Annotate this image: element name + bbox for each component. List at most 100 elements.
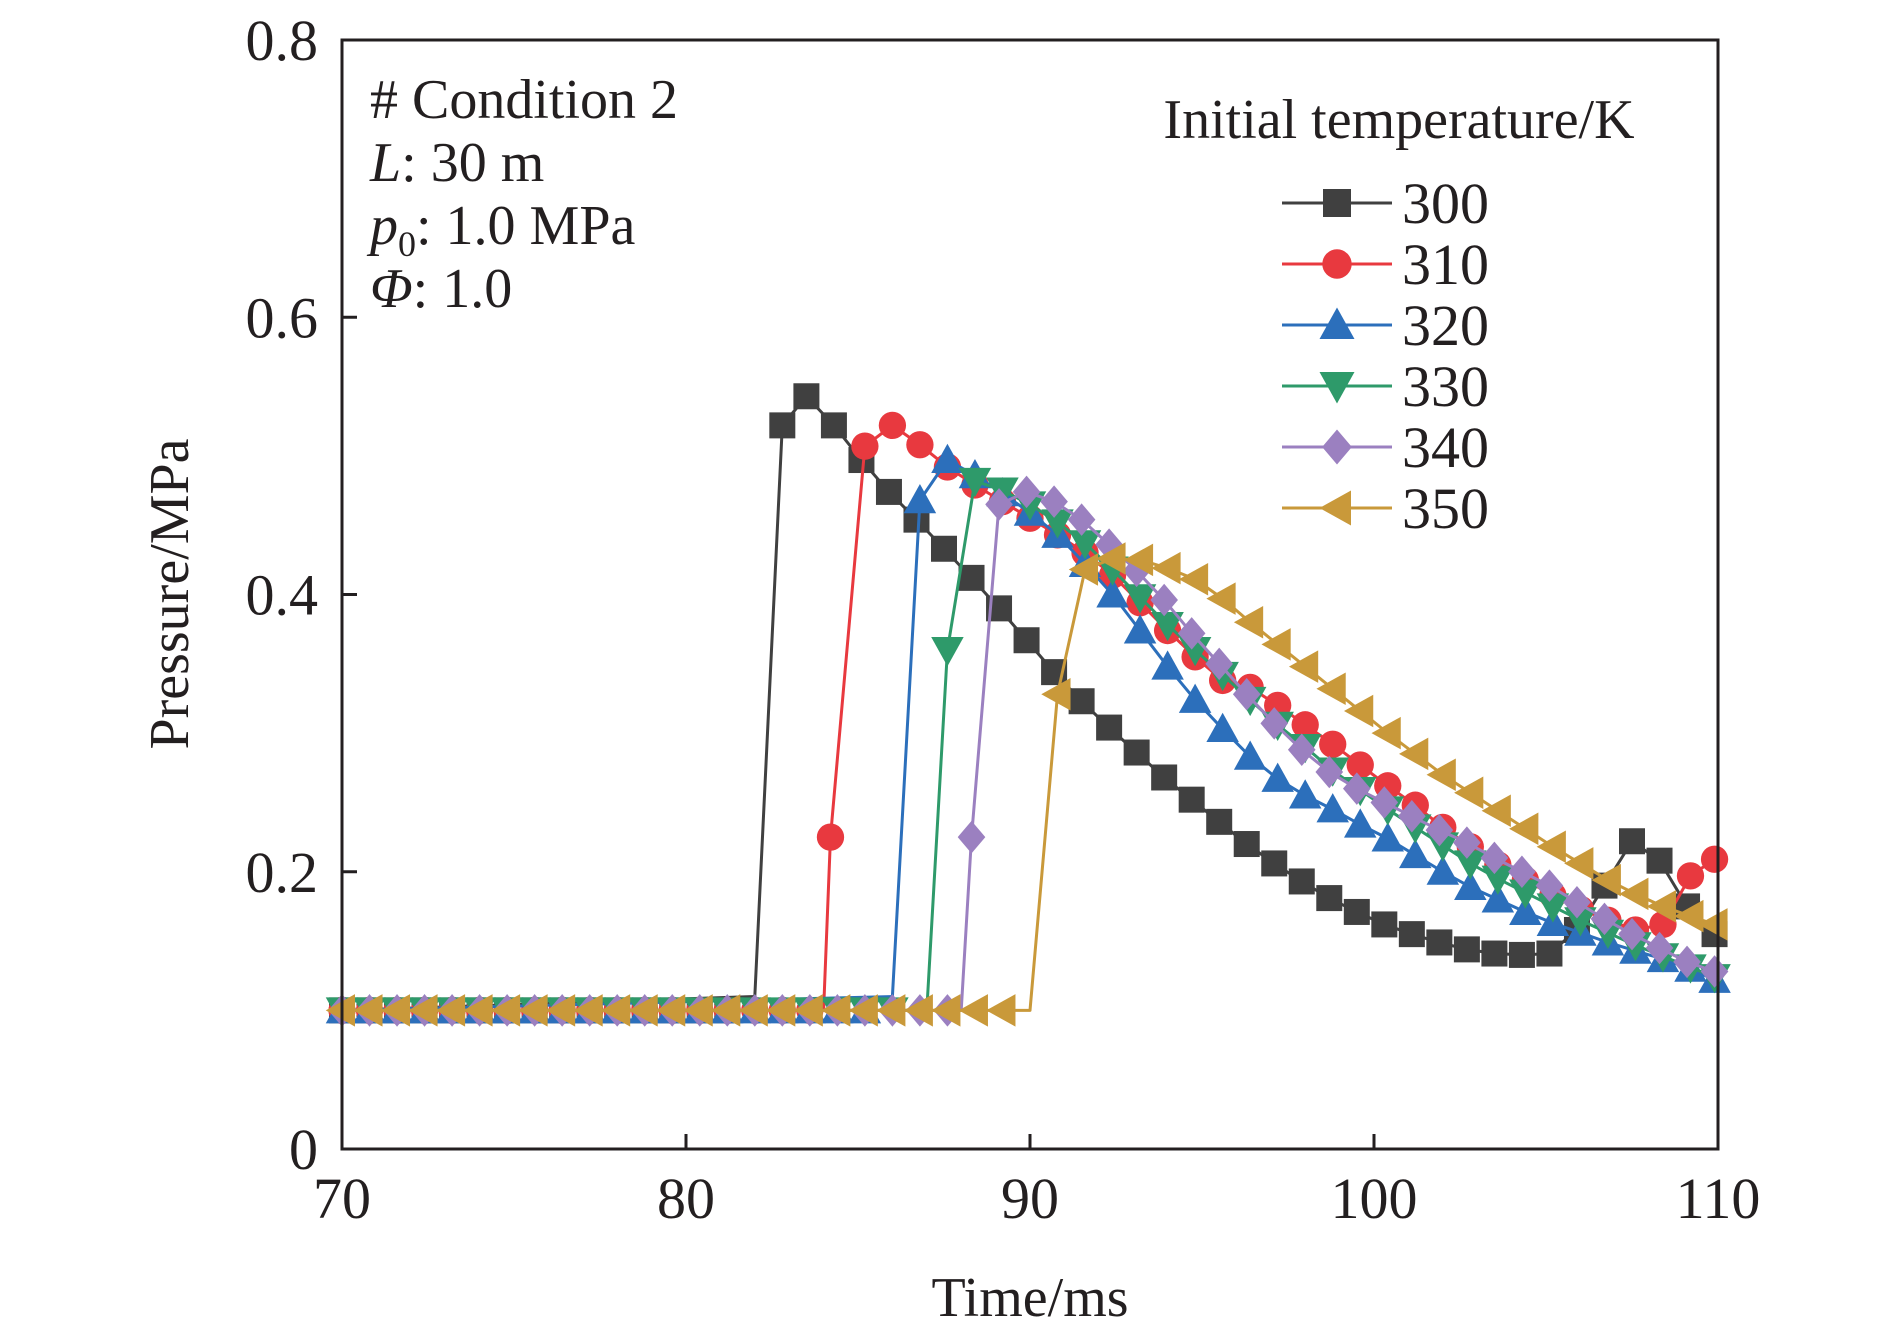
legend-item-330: 330 [1282, 354, 1489, 419]
annotation-line: p0: 1.0 MPa [366, 195, 635, 264]
data-point-340 [1315, 755, 1344, 789]
data-point-350 [573, 994, 603, 1027]
data-point-300 [1426, 929, 1453, 956]
data-point-300 [1316, 885, 1343, 912]
data-point-300 [1151, 764, 1178, 791]
data-point-350 [1261, 628, 1291, 661]
data-point-300 [1646, 847, 1673, 874]
data-point-350 [435, 994, 466, 1027]
data-point-350 [655, 994, 686, 1027]
data-point-340 [985, 488, 1013, 521]
series-line-340 [342, 490, 1716, 1012]
data-point-300 [793, 383, 820, 410]
data-point-330 [931, 636, 964, 667]
data-point-350 [793, 994, 823, 1027]
data-point-330 [1564, 907, 1597, 937]
data-point-300 [1619, 828, 1645, 855]
data-point-350 [821, 994, 851, 1027]
data-point-300 [1013, 627, 1040, 654]
data-point-350 [1536, 830, 1566, 864]
data-point-350 [600, 994, 631, 1027]
legend-label: 340 [1402, 415, 1489, 480]
data-point-340 [1618, 917, 1646, 951]
data-point-340 [1067, 503, 1096, 536]
data-point-320 [1343, 808, 1377, 838]
data-point-300 [1536, 940, 1563, 967]
data-point-350 [353, 994, 383, 1027]
data-point-350 [490, 994, 521, 1027]
data-point-350 [380, 994, 411, 1027]
data-point-320 [931, 443, 964, 474]
data-point-350 [1646, 890, 1676, 923]
data-point-350 [1591, 863, 1621, 897]
data-point-310 [1319, 730, 1347, 758]
data-point-350 [1399, 737, 1429, 771]
data-point-340 [1535, 869, 1564, 902]
data-point-320 [1509, 895, 1542, 925]
y-axis-label: Pressure/MPa [139, 438, 201, 749]
data-point-340 [1590, 902, 1619, 936]
data-point-300 [1371, 911, 1398, 938]
data-point-300 [1096, 714, 1123, 741]
data-point-320 [1426, 855, 1460, 885]
data-point-340 [1260, 707, 1289, 740]
data-point-350 [518, 994, 548, 1027]
x-tick-label: 110 [1676, 1166, 1761, 1231]
data-point-350 [1564, 847, 1594, 880]
legend-marker [1322, 429, 1352, 465]
annotation-line: # Condition 2 [370, 69, 678, 131]
data-point-350 [628, 994, 658, 1027]
data-point-350 [1206, 582, 1236, 615]
data-point-350 [1178, 563, 1209, 596]
series-350 [325, 542, 1728, 1027]
data-point-320 [1233, 740, 1267, 770]
data-point-300 [931, 535, 957, 562]
data-point-340 [1700, 955, 1729, 988]
legend-title: Initial temperature/K [1163, 89, 1634, 151]
data-point-330 [1454, 850, 1487, 880]
legend-item-350: 350 [1282, 476, 1489, 541]
data-point-350 [766, 994, 796, 1027]
data-point-350 [1371, 716, 1401, 750]
data-point-300 [1508, 941, 1535, 968]
data-point-330 [1123, 584, 1157, 614]
data-point-320 [1206, 712, 1239, 742]
data-point-350 [1041, 678, 1071, 711]
axis-ticks: 70 80 90 100 110 0 0.2 0.4 0.6 0.8 [246, 8, 1761, 1231]
data-point-350 [848, 994, 878, 1027]
data-point-310 [1700, 845, 1729, 873]
data-point-330 [986, 477, 1019, 507]
legend-label: 300 [1402, 171, 1489, 236]
data-point-330 [1509, 879, 1542, 909]
legend-label: 320 [1402, 293, 1489, 358]
data-point-320 [1454, 870, 1487, 900]
data-point-320 [1178, 683, 1212, 713]
data-point-300 [1288, 868, 1315, 895]
data-point-350 [1343, 694, 1374, 728]
data-point-340 [1150, 583, 1178, 617]
data-point-340 [1453, 826, 1481, 859]
data-point-320 [903, 483, 937, 514]
data-point-300 [1481, 940, 1508, 967]
legend-label: 350 [1402, 476, 1489, 541]
data-point-330 [958, 467, 992, 498]
data-point-300 [875, 478, 902, 505]
legend-item-320: 320 [1282, 293, 1489, 358]
data-point-330 [1068, 530, 1102, 560]
data-point-340 [1425, 813, 1454, 847]
data-point-300 [1178, 786, 1205, 813]
x-tick-label: 100 [1331, 1166, 1418, 1231]
data-point-320 [1261, 762, 1294, 792]
data-point-300 [1398, 921, 1425, 948]
data-point-330 [1481, 865, 1515, 895]
legend-marker [1319, 307, 1355, 339]
data-point-350 [738, 994, 768, 1027]
data-point-340 [1040, 485, 1068, 518]
legend-marker [1319, 490, 1351, 526]
data-point-350 [711, 994, 741, 1027]
data-point-330 [1151, 611, 1184, 642]
data-point-320 [1316, 793, 1349, 823]
